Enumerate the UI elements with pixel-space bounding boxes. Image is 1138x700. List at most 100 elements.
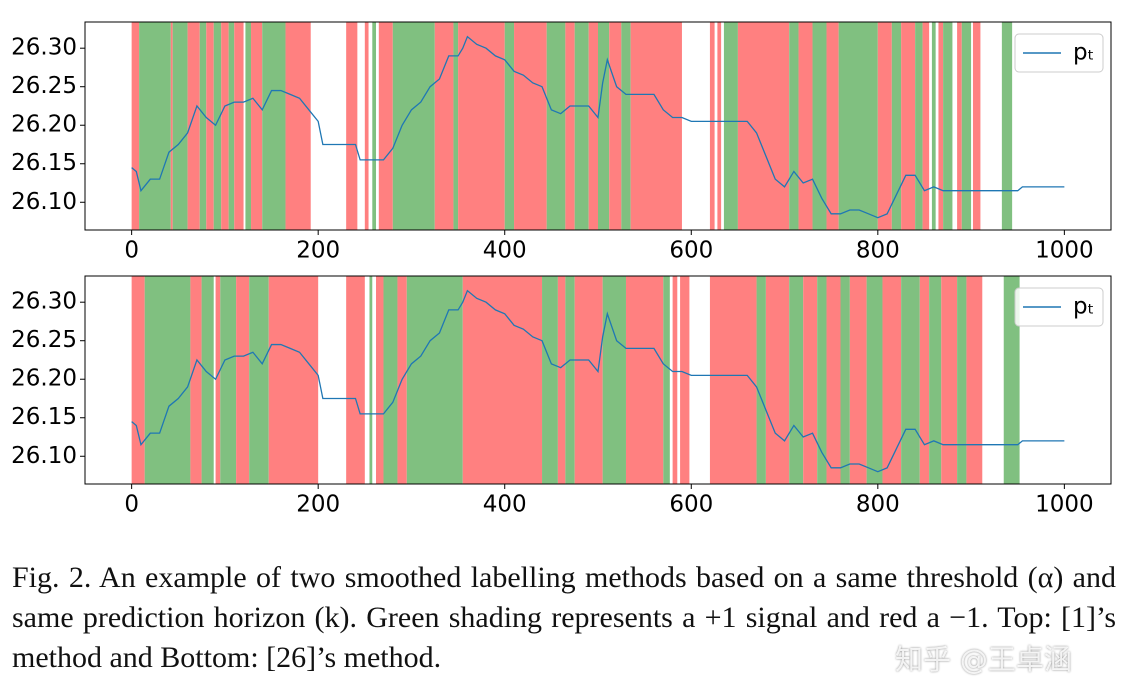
signal-span [376,276,384,484]
signal-span [199,22,207,230]
signal-span [812,22,827,230]
x-tick-label: 800 [856,238,900,264]
signal-span [882,276,902,484]
signal-span [972,22,981,230]
signal-span [346,22,358,230]
signal-span [1003,276,1020,484]
signal-span [891,22,902,230]
signal-span [383,276,398,484]
y-tick-label: 26.25 [11,73,77,99]
x-tick-label: 200 [296,492,340,518]
signal-span [941,276,958,484]
signal-span [453,22,459,230]
signal-span [369,276,373,484]
watermark: 知乎 @王卓涵 [895,643,1072,676]
signal-span [931,22,936,230]
signal-span [514,22,547,230]
signal-span [557,276,566,484]
x-tick-label: 0 [124,238,139,264]
signal-span [840,276,850,484]
signal-span [625,276,664,484]
signal-span [621,22,631,230]
signal-span [131,276,145,484]
signal-span [190,276,202,484]
signal-span [803,276,818,484]
y-tick-label: 26.10 [11,443,77,469]
signal-span [961,22,972,230]
signal-span [251,22,263,230]
price-line [131,35,1065,219]
y-tick-label: 26.15 [11,150,77,176]
signal-span [249,276,269,484]
signal-span [364,22,369,230]
signal-span [574,276,603,484]
signal-span [588,22,598,230]
signal-span [172,22,188,230]
signal-span [434,22,454,230]
signal-span [462,276,543,484]
signal-span [131,22,140,230]
signal-span [680,276,690,484]
signal-span [765,276,790,484]
signal-span [789,276,804,484]
legend-label: pₜ [1073,294,1094,320]
x-tick-label: 400 [483,238,527,264]
y-tick-label: 26.15 [11,404,77,430]
signal-span [709,276,757,484]
signal-span [236,276,250,484]
signal-span [929,276,942,484]
signal-span [630,22,682,230]
signal-span [144,276,191,484]
y-tick-label: 26.25 [11,327,77,353]
signal-span [458,22,505,230]
signal-span [756,276,766,484]
signal-span [922,22,930,230]
signal-span [966,276,983,484]
signal-span [187,22,200,230]
x-tick-label: 0 [124,492,139,518]
signal-span [919,276,930,484]
signal-span [663,276,670,484]
signal-span [565,22,575,230]
signal-span [268,276,319,484]
signal-span [943,22,953,230]
signal-span [504,22,515,230]
signal-span [546,22,566,230]
signal-span [826,276,841,484]
signal-span [1001,22,1013,230]
x-tick-label: 600 [669,238,713,264]
signal-span [866,276,883,484]
signal-span [915,22,923,230]
y-tick-label: 26.20 [11,112,77,138]
signal-span [957,276,967,484]
signal-span [737,22,790,230]
signal-span [565,276,575,484]
signal-span [201,276,214,484]
signal-span [170,22,173,230]
x-tick-label: 200 [296,238,340,264]
signal-span [938,22,944,230]
signal-span [602,276,626,484]
signal-span [139,22,171,230]
signal-span [245,22,252,230]
signal-span [609,22,622,230]
signal-span [817,276,827,484]
signal-span [849,276,867,484]
x-tick-label: 600 [669,492,713,518]
y-tick-label: 26.30 [11,289,77,315]
plot-frame [84,21,1112,231]
signal-span [709,22,715,230]
y-tick-label: 26.20 [11,366,77,392]
x-tick-label: 1000 [1035,492,1094,518]
x-tick-label: 400 [483,492,527,518]
plot-frame [84,275,1112,485]
x-tick-label: 1000 [1035,238,1094,264]
price-line [131,289,1065,473]
signal-span [574,22,589,230]
y-tick-label: 26.10 [11,189,77,215]
signal-span [723,22,738,230]
figure: 26.10 26.15 26.20 26.25 26.30 0 200 400 600 800 10… [11,21,1112,518]
signal-span [838,22,878,230]
x-tick-label: 800 [856,492,900,518]
